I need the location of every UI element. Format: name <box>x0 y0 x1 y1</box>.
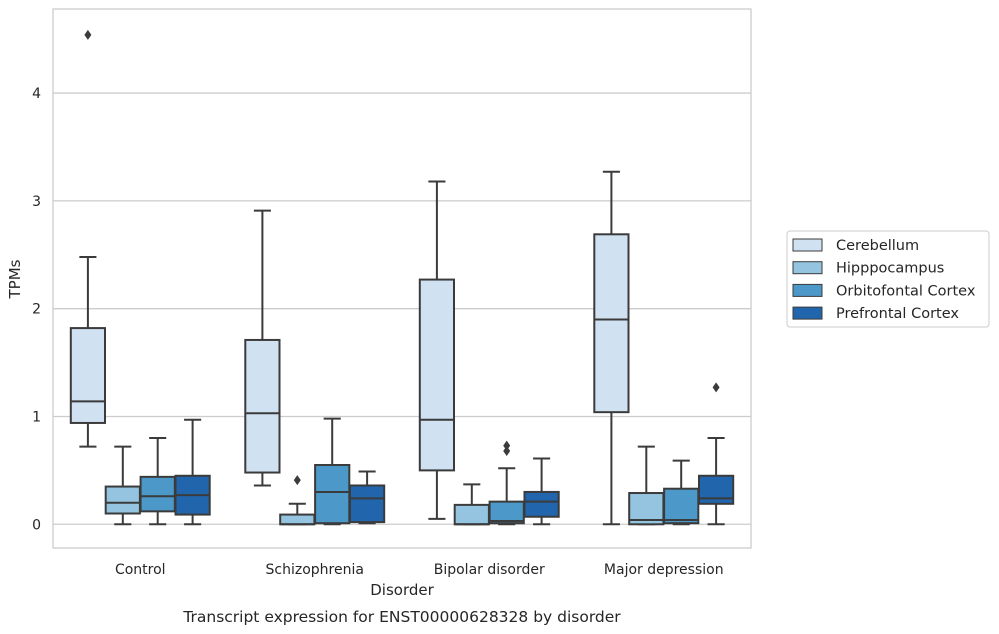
legend-swatch <box>792 238 823 252</box>
box-group <box>348 470 386 525</box>
legend-swatch <box>792 261 823 275</box>
box-iqr <box>593 233 630 414</box>
x-axis-label: Disorder <box>370 581 434 599</box>
box-iqr <box>104 485 141 515</box>
legend-label: Prefrontal Cortex <box>836 306 959 322</box>
outlier-point <box>84 29 92 40</box>
box-group <box>314 417 351 526</box>
box-group <box>139 437 176 526</box>
y-tick-label: 1 <box>32 409 41 425</box>
legend-swatch <box>792 306 823 320</box>
plot-frame <box>52 8 752 549</box>
y-tick-labels: 0 1 2 3 4 <box>32 86 41 533</box>
box-iqr <box>69 327 107 424</box>
box-group <box>453 483 490 526</box>
box-iqr <box>418 278 456 472</box>
outlier-point <box>503 445 511 456</box>
box-group <box>418 180 456 520</box>
box-group <box>593 170 630 526</box>
y-tick-label: 0 <box>32 517 41 533</box>
box-iqr <box>488 500 525 525</box>
y-tick-label: 3 <box>32 194 41 210</box>
legend-label: Cerebellum <box>836 238 919 254</box>
box-group <box>488 440 525 526</box>
box-iqr <box>244 338 281 474</box>
box-iqr <box>453 503 490 526</box>
outlier-point <box>293 475 301 486</box>
box-iqr <box>139 475 176 513</box>
legend: Cerebellum Hipppocampus Orbitofontal Corte… <box>786 230 990 328</box>
box-group <box>663 459 700 526</box>
legend-swatch <box>792 283 823 297</box>
y-tick-label: 4 <box>32 86 41 102</box>
box-group <box>104 445 141 526</box>
box-group <box>69 29 107 448</box>
box-group <box>628 445 665 526</box>
y-tick-label: 2 <box>32 302 41 318</box>
box-group <box>697 382 735 526</box>
box-iqr <box>697 474 735 505</box>
legend-frame <box>786 230 990 328</box>
box-group <box>523 457 560 526</box>
box-group <box>279 475 316 526</box>
x-tick-label: Major depression <box>604 562 724 578</box>
legend-label: Orbitofontal Cortex <box>836 283 976 299</box>
box-group <box>244 209 281 487</box>
boxes <box>69 29 735 526</box>
x-tick-label: Control <box>115 562 166 578</box>
box-iqr <box>523 490 560 518</box>
outlier-point <box>503 440 511 451</box>
box-iqr <box>279 513 316 526</box>
box-group <box>174 418 211 526</box>
chart-caption: Transcript expression for ENST0000062832… <box>182 608 621 626</box>
box-iqr <box>348 484 386 524</box>
box-iqr <box>663 487 700 525</box>
x-tick-label: Bipolar disorder <box>434 562 545 578</box>
legend-label: Hipppocampus <box>836 261 944 277</box>
outlier-point <box>712 382 720 393</box>
y-axis-label: TPMs <box>6 259 24 299</box>
box-iqr <box>314 463 351 525</box>
x-tick-label: Schizophrenia <box>266 562 364 578</box>
x-tick-labels: Control Schizophrenia Bipolar disorder Majo… <box>115 562 724 578</box>
